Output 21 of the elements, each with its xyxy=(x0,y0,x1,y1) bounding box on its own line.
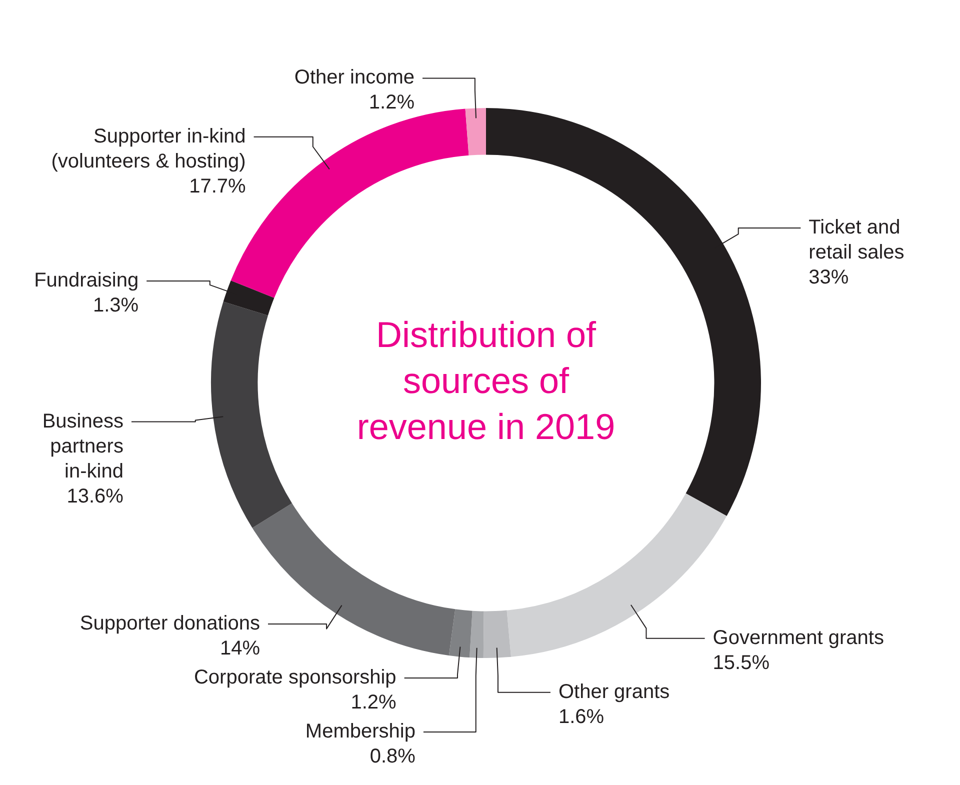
data-label: 1.2% xyxy=(368,92,415,114)
slice-label: Supporter donations xyxy=(80,612,260,635)
slice-label: Membership xyxy=(305,720,416,743)
data-label: 1.2% xyxy=(350,692,397,714)
data-label: 1.3% xyxy=(92,294,139,316)
slice-label: Ticket and retail sales xyxy=(808,216,904,264)
slice-label: Business partners in-kind xyxy=(42,410,124,482)
data-label: 0.8% xyxy=(370,746,416,768)
data-label: 1.6% xyxy=(558,706,604,728)
slice-label: Government grants xyxy=(712,626,884,649)
data-label: 17.7% xyxy=(189,175,246,198)
slice-label: Other income xyxy=(294,66,414,89)
slice-label: Corporate sponsorship xyxy=(194,666,396,689)
slice-label: Fundraising xyxy=(34,269,139,292)
data-label: 15.5% xyxy=(712,652,770,674)
slice-label: Other grants xyxy=(558,680,670,703)
text: Distribution of sources of revenue in 2019 xyxy=(356,314,616,447)
data-label: 33% xyxy=(808,266,849,289)
data-label: 14% xyxy=(220,638,260,660)
slice-label: Supporter in-kind (volunteers & hosting) xyxy=(51,125,246,172)
data-label: 13.6% xyxy=(66,485,124,508)
